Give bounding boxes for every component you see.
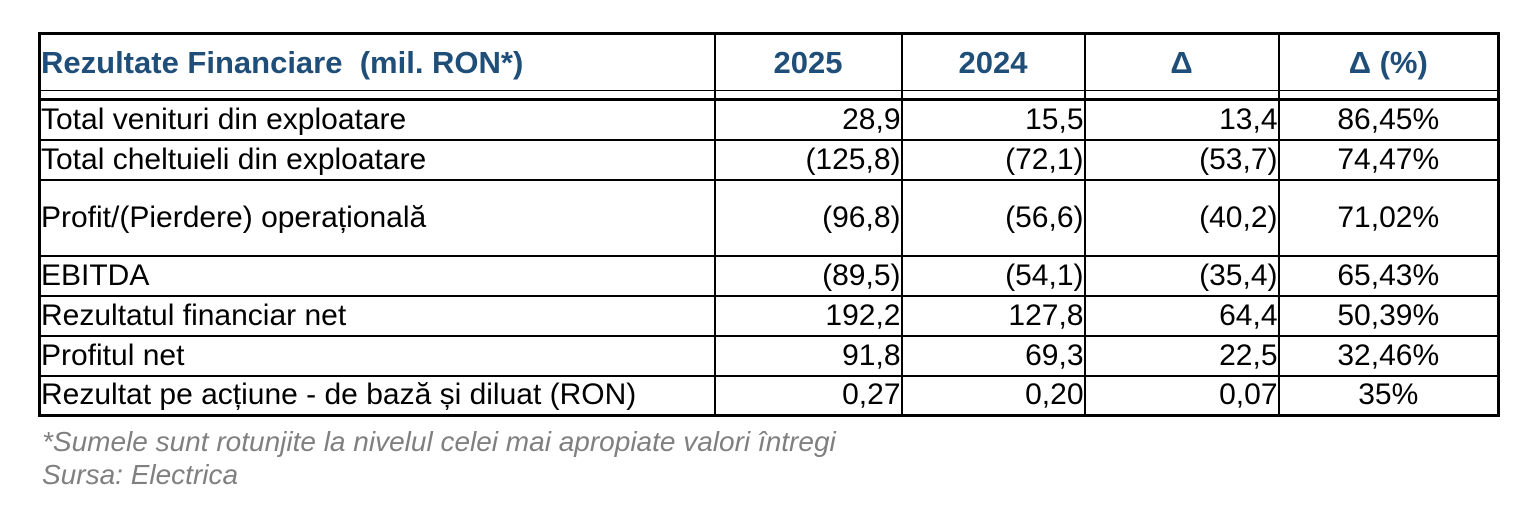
table-header-row: Rezultate Financiare (mil. RON*) 2025 20… xyxy=(38,32,1500,91)
cell-2025: (89,5) xyxy=(713,254,903,297)
table-row: Profit/(Pierdere) operațională (96,8) (5… xyxy=(38,178,1500,257)
header-separator-cell xyxy=(1277,90,1500,101)
header-separator xyxy=(38,90,1500,101)
table-title: Rezultate Financiare (mil. RON*) xyxy=(38,32,716,91)
footnotes: *Sumele sunt rotunjite la nivelul celei … xyxy=(42,425,1532,491)
col-header-delta-pct: Δ (%) xyxy=(1277,32,1500,91)
cell-2024: 127,8 xyxy=(900,294,1086,337)
cell-delta: 22,5 xyxy=(1083,334,1280,377)
row-label: EBITDA xyxy=(38,254,716,297)
cell-delta-pct: 86,45% xyxy=(1277,98,1500,141)
table-row: Rezultat pe acțiune - de bază și diluat … xyxy=(38,374,1500,417)
cell-delta-pct: 32,46% xyxy=(1277,334,1500,377)
col-header-2025: 2025 xyxy=(713,32,903,91)
cell-delta-pct: 74,47% xyxy=(1277,138,1500,181)
row-label: Rezultat pe acțiune - de bază și diluat … xyxy=(38,374,716,417)
cell-2024: 15,5 xyxy=(900,98,1086,141)
financial-results-table: Rezultate Financiare (mil. RON*) 2025 20… xyxy=(38,32,1500,417)
table-row: Total cheltuieli din exploatare (125,8) … xyxy=(38,138,1500,181)
cell-delta: (40,2) xyxy=(1083,178,1280,257)
cell-delta: (35,4) xyxy=(1083,254,1280,297)
row-label: Rezultatul financiar net xyxy=(38,294,716,337)
cell-delta: (53,7) xyxy=(1083,138,1280,181)
col-header-2024: 2024 xyxy=(900,32,1086,91)
cell-delta-pct: 71,02% xyxy=(1277,178,1500,257)
cell-2025: 28,9 xyxy=(713,98,903,141)
cell-delta-pct: 65,43% xyxy=(1277,254,1500,297)
row-label: Total cheltuieli din exploatare xyxy=(38,138,716,181)
cell-2024: (56,6) xyxy=(900,178,1086,257)
cell-delta: 64,4 xyxy=(1083,294,1280,337)
header-separator-cell xyxy=(1083,90,1280,101)
cell-delta: 13,4 xyxy=(1083,98,1280,141)
header-separator-cell xyxy=(900,90,1086,101)
row-label: Profitul net xyxy=(38,334,716,377)
cell-2024: 69,3 xyxy=(900,334,1086,377)
cell-2024: 0,20 xyxy=(900,374,1086,417)
table-row: EBITDA (89,5) (54,1) (35,4) 65,43% xyxy=(38,254,1500,297)
row-label: Total venituri din exploatare xyxy=(38,98,716,141)
cell-2025: (125,8) xyxy=(713,138,903,181)
cell-delta: 0,07 xyxy=(1083,374,1280,417)
cell-delta-pct: 35% xyxy=(1277,374,1500,417)
cell-2025: 91,8 xyxy=(713,334,903,377)
cell-2025: 0,27 xyxy=(713,374,903,417)
table-row: Total venituri din exploatare 28,9 15,5 … xyxy=(38,98,1500,141)
cell-2024: (72,1) xyxy=(900,138,1086,181)
cell-2025: (96,8) xyxy=(713,178,903,257)
header-separator-cell xyxy=(713,90,903,101)
rounding-footnote: *Sumele sunt rotunjite la nivelul celei … xyxy=(42,426,836,457)
table-row: Profitul net 91,8 69,3 22,5 32,46% xyxy=(38,334,1500,377)
cell-2025: 192,2 xyxy=(713,294,903,337)
header-separator-cell xyxy=(38,90,716,101)
table-row: Rezultatul financiar net 192,2 127,8 64,… xyxy=(38,294,1500,337)
col-header-delta: Δ xyxy=(1083,32,1280,91)
source-footnote: Sursa: Electrica xyxy=(42,459,239,490)
row-label: Profit/(Pierdere) operațională xyxy=(38,178,716,257)
cell-delta-pct: 50,39% xyxy=(1277,294,1500,337)
cell-2024: (54,1) xyxy=(900,254,1086,297)
